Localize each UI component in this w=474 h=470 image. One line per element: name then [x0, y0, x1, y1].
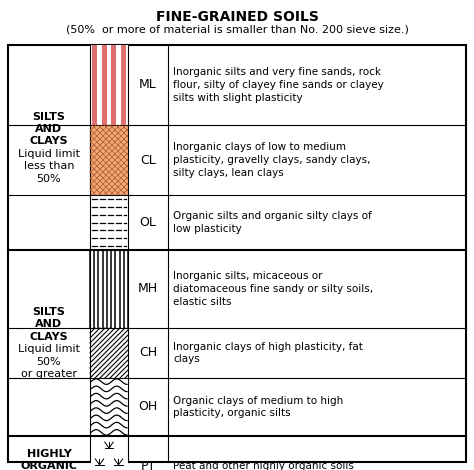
Bar [90, 195, 128, 250]
Text: Liquid limit: Liquid limit [18, 149, 80, 159]
Text: less than: less than [24, 161, 74, 171]
Text: HIGHLY: HIGHLY [27, 448, 72, 459]
Text: or greater: or greater [21, 369, 77, 379]
Bar [8, 45, 466, 462]
Text: SILTS: SILTS [33, 111, 65, 122]
Text: Liquid limit: Liquid limit [18, 344, 80, 354]
Text: Inorganic silts and very fine sands, rock
flour, silty of clayey fine sands or c: Inorganic silts and very fine sands, roc… [173, 67, 384, 103]
Text: AND: AND [36, 124, 63, 134]
Text: 50%: 50% [36, 173, 61, 183]
Text: OL: OL [139, 216, 156, 229]
Text: CLAYS: CLAYS [30, 332, 68, 342]
Text: Inorganic silts, micaceous or
diatomaceous fine sandy or silty soils,
elastic si: Inorganic silts, micaceous or diatomaceo… [173, 271, 373, 307]
Bar [111, 45, 117, 125]
Text: Peat and other highly organic soils: Peat and other highly organic soils [173, 461, 354, 470]
Text: Organic silts and organic silty clays of
low plasticity: Organic silts and organic silty clays of… [173, 211, 372, 234]
Text: CLAYS: CLAYS [30, 136, 68, 146]
Bar [90, 328, 128, 378]
Text: SILTS: SILTS [33, 307, 65, 317]
Text: MH: MH [138, 282, 158, 296]
Bar [90, 250, 128, 328]
Text: PT: PT [140, 460, 155, 470]
Bar [90, 436, 128, 470]
Bar [121, 45, 126, 125]
Text: CL: CL [140, 154, 156, 166]
Bar [101, 45, 107, 125]
Text: 50%: 50% [36, 357, 61, 367]
Bar [92, 45, 97, 125]
Bar [90, 125, 128, 195]
Text: OH: OH [138, 400, 158, 414]
Text: FINE-GRAINED SOILS: FINE-GRAINED SOILS [155, 10, 319, 24]
Text: CH: CH [139, 346, 157, 360]
Text: Inorganic clays of high plasticity, fat
clays: Inorganic clays of high plasticity, fat … [173, 342, 363, 364]
Text: Organic clays of medium to high
plasticity, organic silts: Organic clays of medium to high plastici… [173, 396, 343, 418]
Text: AND: AND [36, 320, 63, 329]
Bar [90, 378, 128, 436]
Text: ML: ML [139, 78, 157, 92]
Text: (50%  or more of material is smaller than No. 200 sieve size.): (50% or more of material is smaller than… [65, 24, 409, 34]
Text: Inorganic clays of low to medium
plasticity, gravelly clays, sandy clays,
silty : Inorganic clays of low to medium plastic… [173, 142, 371, 178]
Text: ORGANIC: ORGANIC [20, 461, 78, 470]
Bar [90, 45, 128, 125]
